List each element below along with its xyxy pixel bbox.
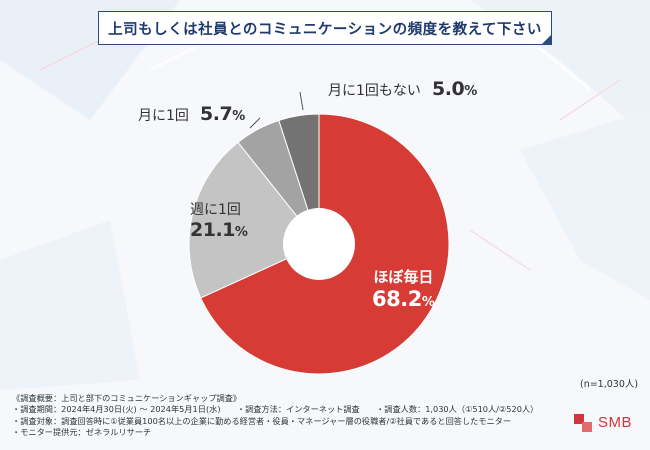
survey-footnote: 《調査概要：上司と部下のコミュニケーションギャップ調査》 ・調査期間：2024年… <box>12 393 552 439</box>
footnote-line: ・モニター提供元：ゼネラルリサーチ <box>12 427 152 438</box>
pie-slice <box>188 141 320 299</box>
slice-value: 5.0 <box>432 78 465 100</box>
slice-name: 週に1回 <box>190 202 241 218</box>
slice-value: 5.7 <box>200 103 233 125</box>
slice-name: 月に1回 <box>138 108 189 124</box>
slice-name: 月に1回もない <box>328 83 421 99</box>
slice-value: 21.1 <box>190 219 235 241</box>
slice-label-monthly: 月に1回 5.7% <box>138 103 245 125</box>
sample-size: (n=1,030人) <box>580 379 639 390</box>
slice-percent-sign: % <box>232 109 246 124</box>
footnote-line: ・調査期間：2024年4月30日(火) ～ 2024年5月1日(水) ・調査方法… <box>12 404 539 415</box>
chart-title: 上司もしくは社員とのコミュニケーションの頻度を教えて下さい <box>98 11 552 45</box>
leader-line <box>249 117 261 129</box>
slice-label-weekly: 週に1回 21.1% <box>190 199 248 241</box>
slice-name: ほぼ毎日 <box>373 268 434 286</box>
leader-line <box>299 91 304 111</box>
slice-label-never: 月に1回もない 5.0% <box>328 78 477 100</box>
smb-logo-icon <box>574 414 592 432</box>
slice-percent-sign: % <box>234 225 248 240</box>
donut-hole <box>283 208 355 280</box>
footnote-line: ・調査対象：調査回答時に①従業員100名以上の企業に勤める経営者・役員・マネージ… <box>12 415 512 426</box>
footnote-line: 《調査概要：上司と部下のコミュニケーションギャップ調査》 <box>12 393 242 403</box>
slice-value: 68.2 <box>372 287 422 311</box>
logo-text: SMB <box>598 414 633 431</box>
slice-percent-sign: % <box>464 84 478 99</box>
slice-label-daily: ほぼ毎日 68.2% <box>372 266 435 311</box>
title-corner-decoration <box>541 34 552 45</box>
slice-percent-sign: % <box>421 295 435 310</box>
